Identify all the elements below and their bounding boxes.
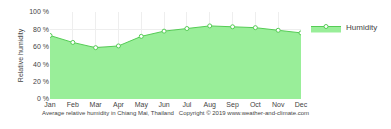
svg-text:Mar: Mar <box>90 101 103 108</box>
svg-text:Average relative humidity in C: Average relative humidity in Chiang Mai,… <box>42 110 309 116</box>
svg-text:Aug: Aug <box>203 101 216 109</box>
svg-text:Feb: Feb <box>67 101 79 108</box>
svg-text:100 %: 100 % <box>29 8 49 15</box>
svg-text:Jun: Jun <box>158 101 169 108</box>
svg-text:Dec: Dec <box>295 101 308 108</box>
svg-text:Humidity: Humidity <box>346 23 377 32</box>
svg-text:40 %: 40 % <box>33 61 49 68</box>
svg-text:Jul: Jul <box>182 101 191 108</box>
svg-text:60 %: 60 % <box>33 43 49 50</box>
svg-text:80 %: 80 % <box>33 26 49 33</box>
svg-text:May: May <box>135 101 149 109</box>
svg-text:Jan: Jan <box>44 101 55 108</box>
svg-text:0 %: 0 % <box>37 95 49 102</box>
svg-text:Apr: Apr <box>113 101 125 109</box>
svg-text:Relative humidity: Relative humidity <box>17 28 25 82</box>
svg-text:Nov: Nov <box>272 101 285 108</box>
svg-text:Oct: Oct <box>250 101 261 108</box>
svg-text:Sep: Sep <box>226 101 239 109</box>
svg-text:20 %: 20 % <box>33 78 49 85</box>
